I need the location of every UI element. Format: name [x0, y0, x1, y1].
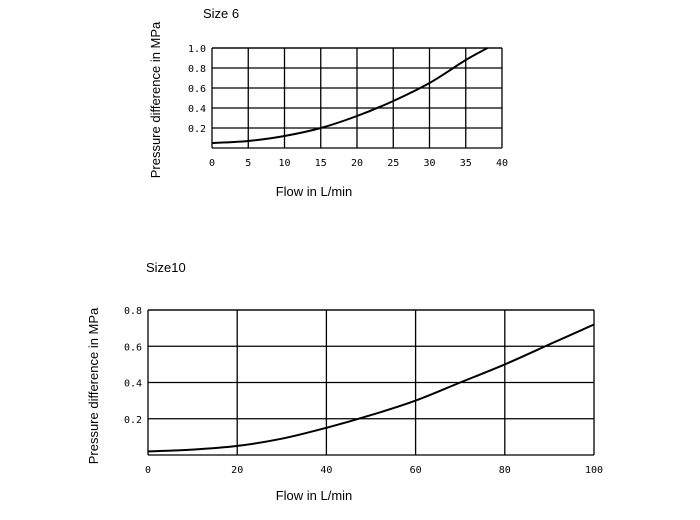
chart-title: Size 6	[203, 6, 239, 21]
y-tick-label: 0.4	[188, 104, 206, 115]
series-line	[147, 323, 595, 453]
y-tick-label: 0.2	[188, 124, 206, 135]
x-tick-label: 40	[320, 465, 332, 476]
x-tick-label: 25	[387, 158, 399, 169]
x-tick-label: 15	[315, 158, 327, 169]
x-tick-label: 20	[351, 158, 363, 169]
x-axis-label: Flow in L/min	[276, 184, 353, 199]
y-axis-label: Pressure difference in MPa	[148, 21, 163, 178]
x-tick-label: 40	[496, 158, 508, 169]
x-tick-label: 60	[410, 465, 422, 476]
y-tick-label: 1.0	[188, 44, 206, 55]
x-tick-label: 0	[209, 158, 215, 169]
y-tick-label: 0.2	[124, 415, 142, 426]
chart-title: Size10	[146, 260, 186, 275]
x-tick-label: 30	[423, 158, 435, 169]
x-tick-label: 80	[499, 465, 511, 476]
x-axis-label: Flow in L/min	[276, 488, 353, 503]
y-tick-label: 0.6	[188, 84, 206, 95]
x-tick-label: 35	[460, 158, 472, 169]
x-tick-label: 0	[145, 465, 151, 476]
x-tick-label: 100	[585, 465, 603, 476]
x-tick-label: 10	[278, 158, 290, 169]
x-tick-label: 5	[245, 158, 251, 169]
series-line	[211, 47, 488, 144]
y-axis-label: Pressure difference in MPa	[86, 307, 101, 464]
x-tick-label: 20	[231, 465, 243, 476]
y-tick-label: 0.4	[124, 379, 142, 390]
y-tick-label: 0.8	[188, 64, 206, 75]
y-tick-label: 0.6	[124, 342, 142, 353]
y-tick-label: 0.8	[124, 306, 142, 317]
